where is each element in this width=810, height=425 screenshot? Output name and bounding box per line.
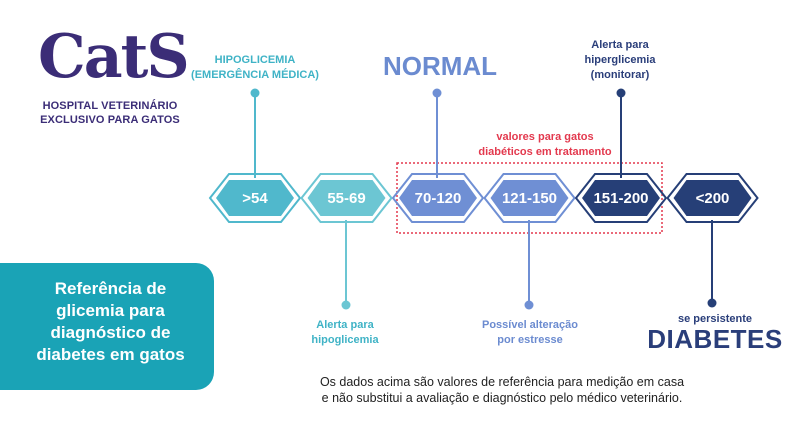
range-chip-outline-0 bbox=[208, 173, 302, 223]
range-chip-label-4: 151-200 bbox=[593, 190, 648, 207]
range-chip-label-2: 70-120 bbox=[415, 190, 462, 207]
diabetic-treatment-note: valores para gatos diabéticos em tratame… bbox=[478, 131, 612, 158]
logo-mark: CatS bbox=[38, 22, 190, 92]
range-chip-outline-1 bbox=[300, 173, 393, 223]
reference-panel bbox=[0, 263, 214, 390]
range-chip-0 bbox=[216, 180, 294, 216]
disclaimer: Os dados acima são valores de referência… bbox=[319, 375, 685, 405]
diabetic-range-box bbox=[396, 162, 663, 234]
diabetes-label: DIABETES bbox=[647, 324, 783, 354]
range-chip-label-3: 121-150 bbox=[502, 190, 557, 207]
connector-dot-alert-hypo bbox=[341, 300, 351, 310]
alert-hypo-label: Alerta para hipoglicemia bbox=[311, 319, 379, 346]
range-chips: >54 55-69 70-120 121-150 151-200 <200 bbox=[208, 173, 759, 223]
connector-dot-hypo-emergency bbox=[250, 88, 260, 98]
range-chip-3 bbox=[490, 180, 569, 216]
normal-label: NORMAL bbox=[382, 51, 498, 81]
range-chip-5 bbox=[673, 180, 752, 216]
logo-line-1: HOSPITAL VETERINÁRIO bbox=[42, 100, 178, 112]
hypo-emergency-label: HIPOGLICEMIA (EMERGÊNCIA MÉDICA) bbox=[191, 54, 319, 81]
reference-panel-text: Referência de glicemia para diagnóstico … bbox=[36, 279, 185, 364]
range-chip-outline-2 bbox=[391, 173, 485, 223]
range-chip-outline-4 bbox=[574, 173, 668, 223]
alert-hyper-label: Alerta para hiperglicemia (monitorar) bbox=[584, 39, 656, 81]
range-chip-label-1: 55-69 bbox=[327, 190, 365, 207]
range-chip-outline-5 bbox=[666, 173, 759, 223]
range-chip-outline-3 bbox=[483, 173, 576, 223]
range-chip-1 bbox=[307, 180, 386, 216]
range-chip-2 bbox=[399, 180, 477, 216]
connector-dot-stress bbox=[524, 300, 534, 310]
range-chip-4 bbox=[582, 180, 660, 216]
range-chip-label-5: <200 bbox=[696, 190, 730, 207]
connector-dot-diabetes bbox=[707, 298, 717, 308]
range-chip-label-0: >54 bbox=[242, 190, 268, 207]
logo-line-2: EXCLUSIVO PARA GATOS bbox=[40, 114, 180, 126]
stress-label: Possível alteração por estresse bbox=[481, 319, 578, 346]
connector-dot-alert-hyper bbox=[616, 88, 626, 98]
connector-dot-normal bbox=[432, 88, 442, 98]
persistent-label: se persistente bbox=[678, 313, 752, 325]
